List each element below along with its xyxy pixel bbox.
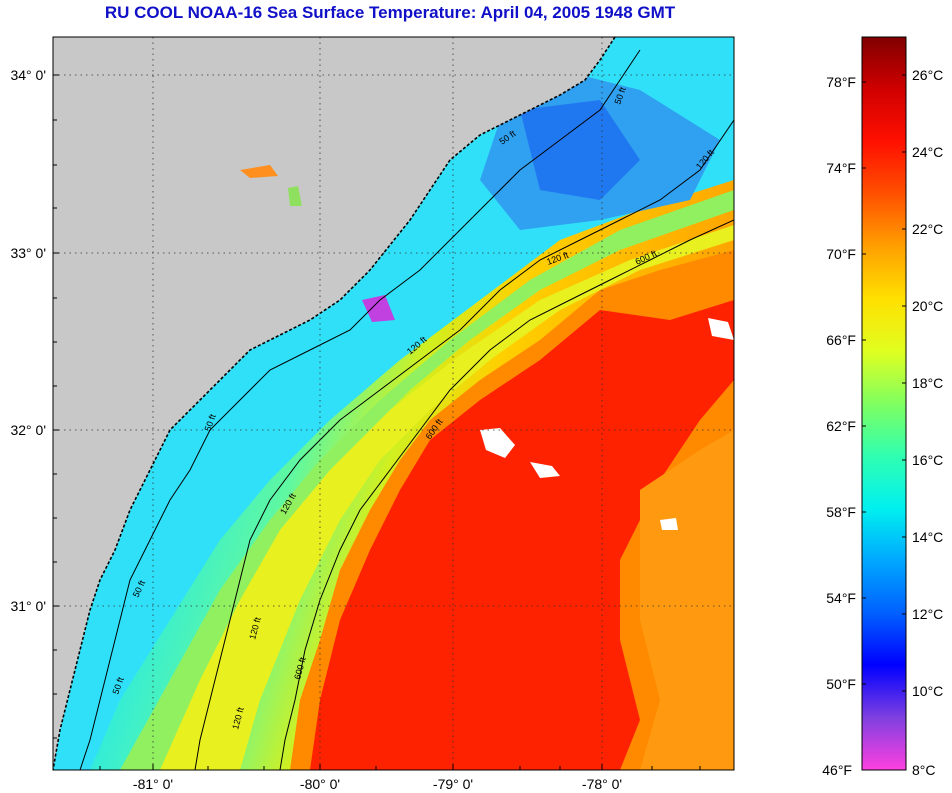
lon-label-81: -81° 0' [133,776,173,792]
contour-120ft [194,119,734,770]
colorbar-ticks [862,74,906,692]
lat-label-31: 31° 0' [10,598,46,614]
inland-lake [288,186,302,206]
colorbar-celsius-labels: 26°C 24°C 22°C 20°C 18°C 16°C 14°C 12°C … [912,67,943,778]
cb-c-label: 20°C [912,298,943,314]
map-title: RU COOL NOAA-16 Sea Surface Temperature:… [104,3,676,22]
map-border [52,36,735,771]
lon-label-79: -79° 0' [433,776,473,792]
lon-label-78: -78° 0' [582,776,622,792]
cb-c-label: 16°C [912,452,943,468]
coastline [53,37,616,770]
cb-c-label: 22°C [912,221,943,237]
cb-c-label: 26°C [912,67,943,83]
cold-core-patch [520,100,640,200]
lat-label-32: 32° 0' [10,422,46,438]
cloud-patch [660,518,678,530]
cb-c-label: 8°C [912,762,936,778]
cloud-patch [708,318,734,340]
longitude-labels: -81° 0' -80° 0' -79° 0' -78° 0' [133,776,622,792]
cold-anomaly-patch [362,295,395,322]
cb-f-label: 46°F [822,762,852,778]
transition-band-green [120,190,734,770]
cb-f-label: 66°F [826,332,856,348]
cb-f-label: 78°F [826,74,856,90]
lon-label-80: -80° 0' [300,776,340,792]
cb-f-label: 54°F [826,590,856,606]
cb-c-label: 10°C [912,683,943,699]
axis-ticks [53,74,701,770]
cloud-patch [480,428,515,458]
gulf-stream-core [310,300,734,770]
colorbar [861,36,907,771]
cb-f-label: 62°F [826,418,856,434]
cb-f-label: 70°F [826,246,856,262]
cloud-patch [530,462,560,478]
map-grid [53,37,734,770]
cb-c-label: 12°C [912,606,943,622]
cb-c-label: 14°C [912,529,943,545]
latitude-labels: 34° 0' 33° 0' 32° 0' 31° 0' [10,67,46,614]
cb-c-label: 24°C [912,144,943,160]
contour-600ft [279,219,734,770]
cb-f-label: 50°F [826,676,856,692]
land-area [53,37,615,770]
map-frame [53,37,734,770]
offshore-eddy [640,430,734,770]
contour-50ft [79,49,641,770]
transition-band-yellow [160,225,734,770]
colorbar-fahrenheit-labels: 78°F 74°F 70°F 66°F 62°F 58°F 54°F 50°F … [822,74,856,778]
lat-label-34: 34° 0' [10,67,46,83]
cb-f-label: 58°F [826,504,856,520]
cb-f-label: 74°F [826,160,856,176]
lat-label-33: 33° 0' [10,245,46,261]
cb-c-label: 18°C [912,375,943,391]
inland-lake [240,165,278,178]
